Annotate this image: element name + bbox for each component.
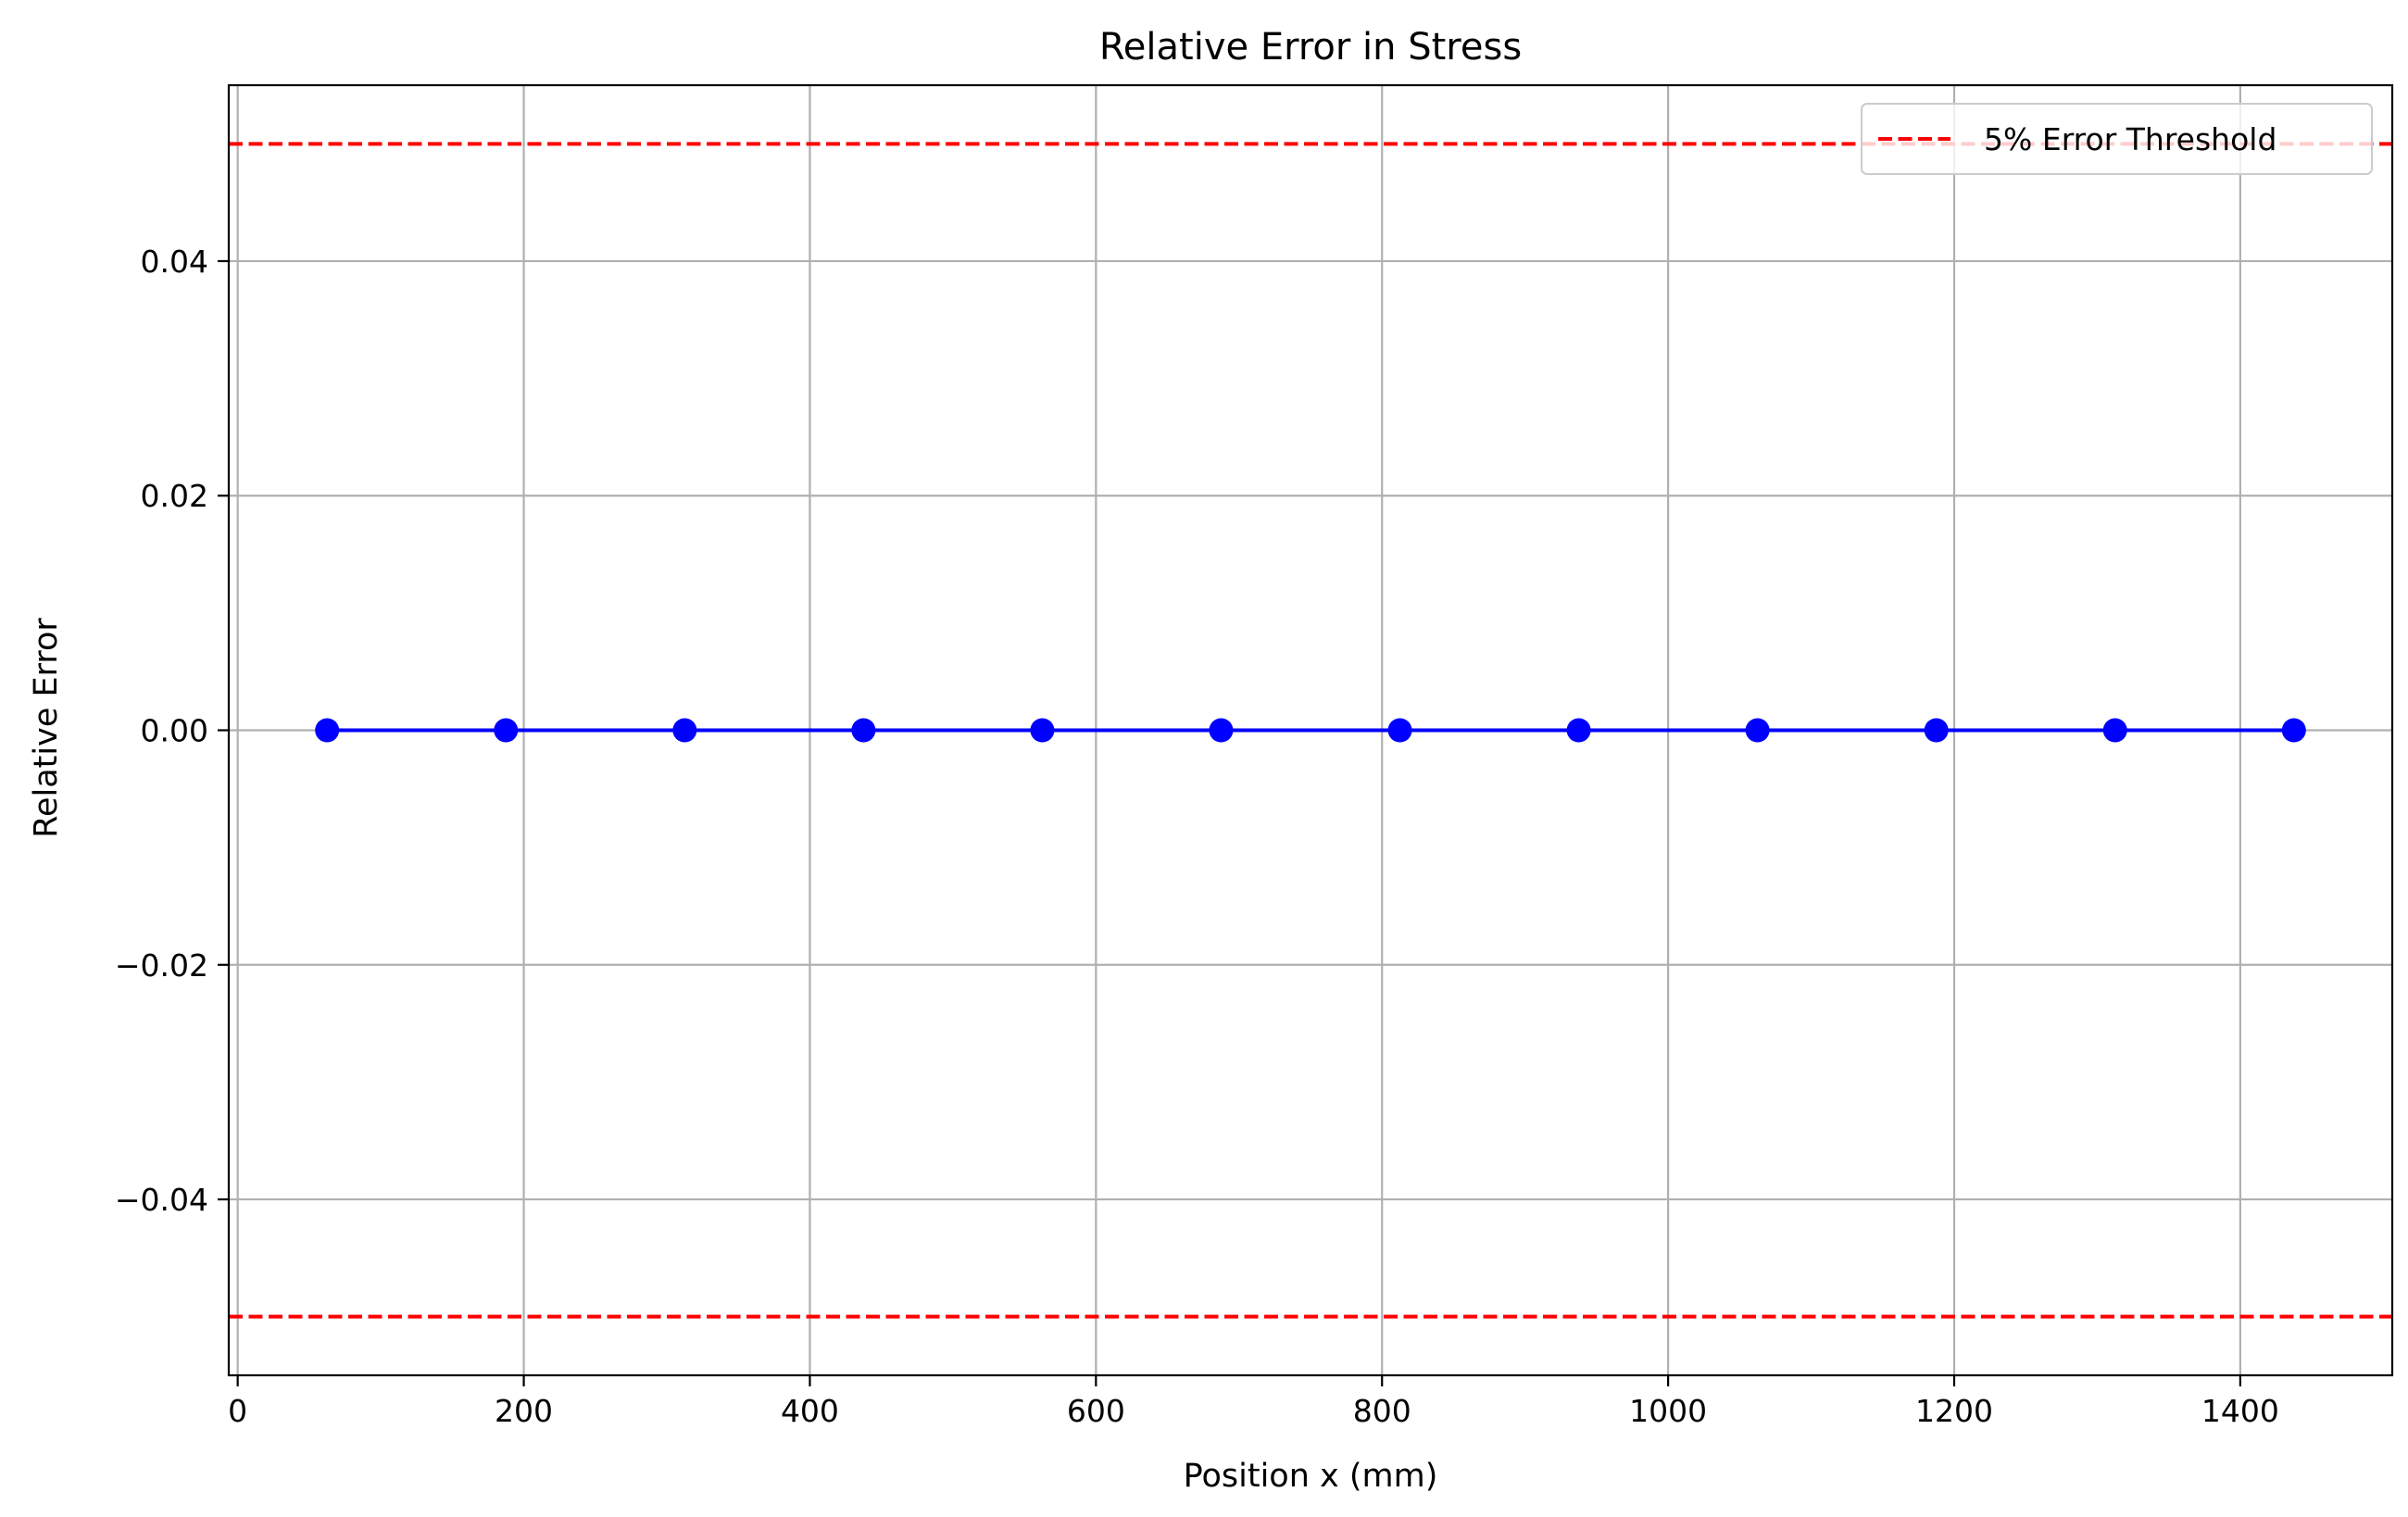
data-point [2281, 718, 2306, 743]
y-axis-label: Relative Error [28, 618, 65, 838]
data-point [2102, 718, 2127, 743]
data-point [315, 718, 340, 743]
data-point [1924, 718, 1949, 743]
y-tick-label: 0.04 [141, 244, 208, 280]
data-point [851, 718, 876, 743]
data-point [1745, 718, 1770, 743]
x-axis-label: Position x (mm) [1184, 1458, 1438, 1495]
x-tick-label: 1000 [1629, 1393, 1707, 1429]
y-tick-label: −0.02 [115, 947, 208, 984]
x-tick-label: 1200 [1915, 1393, 1993, 1429]
data-point [1030, 718, 1055, 743]
x-tick-label: 0 [228, 1393, 247, 1429]
y-tick-label: −0.04 [115, 1182, 208, 1218]
x-axis-ticks: 0 200 400 600 800 1000 1200 1400 [228, 1375, 2279, 1429]
y-tick-label: 0.00 [141, 713, 208, 749]
x-tick-label: 800 [1353, 1393, 1411, 1429]
y-axis-ticks: −0.04 −0.02 0.00 0.02 0.04 [115, 244, 229, 1218]
x-tick-label: 600 [1067, 1393, 1125, 1429]
data-point [1566, 718, 1591, 743]
data-point [494, 718, 519, 743]
x-tick-label: 200 [495, 1393, 553, 1429]
data-point [672, 718, 697, 743]
legend-box [1861, 103, 2373, 175]
series-layer [315, 718, 2306, 743]
chart-title: Relative Error in Stress [1099, 26, 1522, 69]
y-tick-label: 0.02 [141, 478, 208, 514]
legend: 5% Error Threshold [1861, 103, 2373, 175]
data-point [1209, 718, 1234, 743]
legend-label: 5% Error Threshold [1984, 121, 2276, 157]
x-tick-label: 400 [781, 1393, 839, 1429]
x-tick-label: 1400 [2201, 1393, 2279, 1429]
data-point [1387, 718, 1412, 743]
